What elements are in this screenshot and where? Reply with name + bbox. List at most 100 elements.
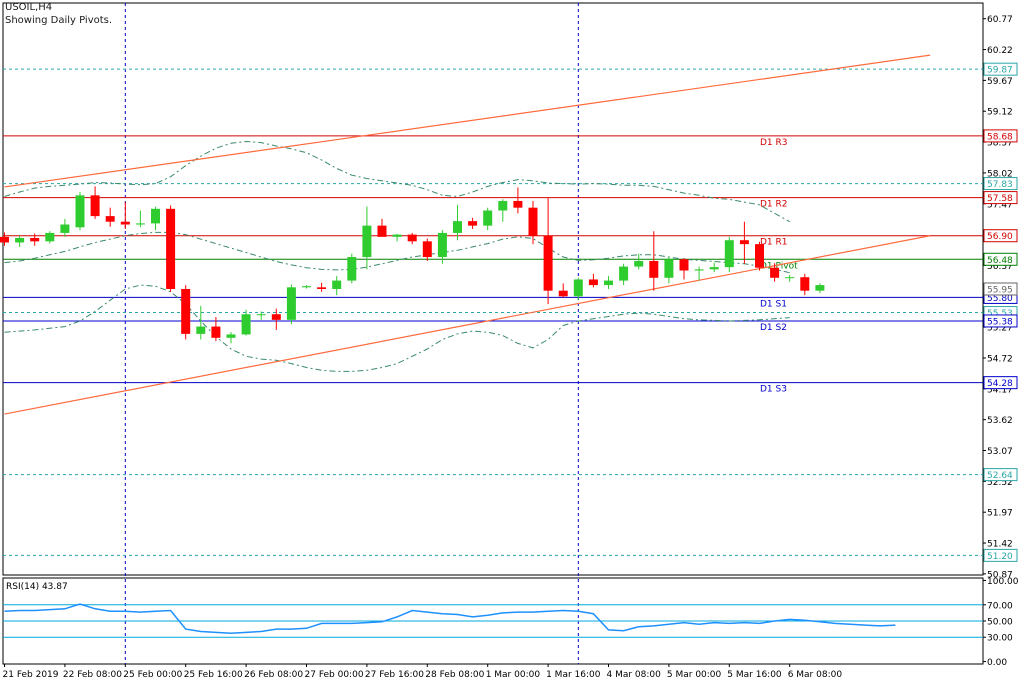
trendline-1 bbox=[4, 235, 931, 415]
candle-body-49 bbox=[739, 240, 749, 245]
rsi-tick-label-3: 30.00 bbox=[987, 634, 1013, 644]
rsi-tick-label-2: 50.00 bbox=[987, 618, 1013, 628]
candle-body-41 bbox=[619, 266, 629, 281]
candle-body-32 bbox=[483, 210, 493, 226]
time-label-10: 4 Mar 08:00 bbox=[607, 670, 662, 680]
level-tag-4-text: 51.20 bbox=[987, 552, 1013, 562]
candle-body-6 bbox=[90, 195, 100, 217]
candle-body-28 bbox=[422, 241, 432, 258]
candle-body-4 bbox=[60, 224, 70, 233]
price-tick-label-1: 60.22 bbox=[987, 46, 1013, 56]
candle-body-29 bbox=[437, 232, 447, 258]
time-label-6: 27 Feb 16:00 bbox=[365, 670, 424, 680]
pivot-tag-6-text: 54.28 bbox=[987, 379, 1013, 389]
price-tick-label-4: 58.57 bbox=[987, 139, 1013, 149]
candle-body-17 bbox=[256, 314, 266, 316]
pivot-label-1: D1 R2 bbox=[760, 200, 788, 210]
price-tick-label-15: 52.52 bbox=[987, 478, 1013, 488]
price-pane-frame bbox=[2, 2, 984, 576]
pivot-tag-6-box bbox=[983, 376, 1018, 390]
candle-body-46 bbox=[694, 269, 704, 271]
price-tick-label-0: 60.77 bbox=[987, 15, 1013, 25]
pivot-label-0: D1 R3 bbox=[760, 138, 788, 148]
level-tag-0-text: 59.87 bbox=[987, 66, 1013, 76]
time-label-7: 28 Feb 08:00 bbox=[425, 670, 484, 680]
candle-body-9 bbox=[135, 223, 145, 225]
candle-body-54 bbox=[815, 285, 825, 291]
pivot-tag-0-text: 58.68 bbox=[987, 132, 1013, 142]
candle-body-11 bbox=[166, 208, 176, 289]
time-label-5: 27 Feb 00:00 bbox=[305, 670, 364, 680]
pivot-label-6: D1 S3 bbox=[760, 385, 787, 395]
level-tag-4-box bbox=[983, 548, 1018, 562]
candle-body-38 bbox=[573, 279, 583, 297]
band-middle bbox=[4, 231, 790, 274]
candle-body-47 bbox=[709, 267, 719, 270]
candle-body-21 bbox=[317, 287, 327, 289]
candle-body-48 bbox=[724, 240, 734, 268]
pivot-label-2: D1 R1 bbox=[760, 238, 788, 248]
time-label-12: 5 Mar 16:00 bbox=[727, 670, 782, 680]
rsi-label: RSI(14) 43.87 bbox=[6, 582, 68, 592]
price-tick-label-5: 58.02 bbox=[987, 169, 1013, 179]
candle-body-44 bbox=[664, 259, 674, 278]
time-label-1: 22 Feb 08:00 bbox=[63, 670, 122, 680]
level-tag-3-box bbox=[983, 468, 1018, 482]
time-label-11: 5 Mar 00:00 bbox=[667, 670, 722, 680]
candle-body-18 bbox=[271, 314, 281, 320]
time-label-2: 25 Feb 00:00 bbox=[123, 670, 182, 680]
candle-body-25 bbox=[377, 225, 387, 237]
current-price-tag-box bbox=[983, 282, 1018, 296]
price-tick-label-13: 53.62 bbox=[987, 416, 1013, 426]
candle-body-42 bbox=[634, 260, 644, 267]
pivot-label-4: D1 S1 bbox=[760, 299, 787, 309]
pivot-tag-5-box bbox=[983, 314, 1018, 328]
pivot-tag-2-box bbox=[983, 229, 1018, 243]
price-tick-label-6: 57.47 bbox=[987, 200, 1013, 210]
rsi-tick-label-0: 100.00 bbox=[987, 577, 1019, 587]
candle-body-16 bbox=[241, 314, 251, 335]
price-tick-label-10: 55.27 bbox=[987, 324, 1013, 334]
pivot-label-5: D1 S2 bbox=[760, 323, 787, 333]
rsi-tick-label-4: 0.00 bbox=[987, 658, 1007, 668]
pivot-tag-1-text: 57.58 bbox=[987, 194, 1013, 204]
candle-body-0 bbox=[0, 236, 9, 243]
candle-body-26 bbox=[392, 234, 402, 237]
candle-body-40 bbox=[604, 280, 613, 286]
candle-body-37 bbox=[558, 290, 568, 297]
candle-body-51 bbox=[770, 267, 780, 278]
candle-body-3 bbox=[45, 232, 55, 242]
candle-body-30 bbox=[453, 221, 462, 233]
candle-body-53 bbox=[800, 277, 810, 291]
price-tick-label-2: 59.67 bbox=[987, 77, 1013, 87]
candle-body-10 bbox=[151, 208, 160, 224]
pivot-tag-2-text: 56.90 bbox=[987, 232, 1013, 242]
candle-body-7 bbox=[105, 216, 115, 222]
level-tag-1-box bbox=[983, 177, 1018, 191]
price-tick-label-11: 54.72 bbox=[987, 354, 1013, 364]
chart-symbol-label: USOIL,H4 bbox=[5, 2, 53, 13]
candle-body-35 bbox=[528, 207, 538, 236]
candle-body-1 bbox=[15, 237, 25, 243]
pivot-tag-3-text: 56.48 bbox=[987, 256, 1013, 266]
price-tick-label-16: 51.97 bbox=[987, 509, 1013, 519]
candle-body-33 bbox=[498, 200, 508, 211]
candle-body-52 bbox=[785, 277, 795, 279]
candle-body-24 bbox=[362, 225, 372, 258]
rsi-line bbox=[4, 603, 896, 634]
pivots-subtitle: Showing Daily Pivots. bbox=[5, 15, 113, 26]
candle-body-31 bbox=[468, 221, 478, 226]
candle-body-23 bbox=[347, 257, 357, 281]
candle-body-12 bbox=[181, 289, 191, 334]
level-tag-2-text: 55.53 bbox=[987, 309, 1013, 319]
level-tag-0-box bbox=[983, 62, 1018, 76]
pivot-tag-5-text: 55.38 bbox=[987, 317, 1013, 327]
time-label-9: 1 Mar 16:00 bbox=[546, 670, 601, 680]
current-price-tag-text: 55.95 bbox=[987, 286, 1013, 296]
level-tag-3-text: 52.64 bbox=[987, 471, 1013, 481]
candle-body-19 bbox=[286, 287, 296, 320]
candle-body-2 bbox=[30, 237, 40, 242]
candle-body-36 bbox=[543, 235, 553, 291]
